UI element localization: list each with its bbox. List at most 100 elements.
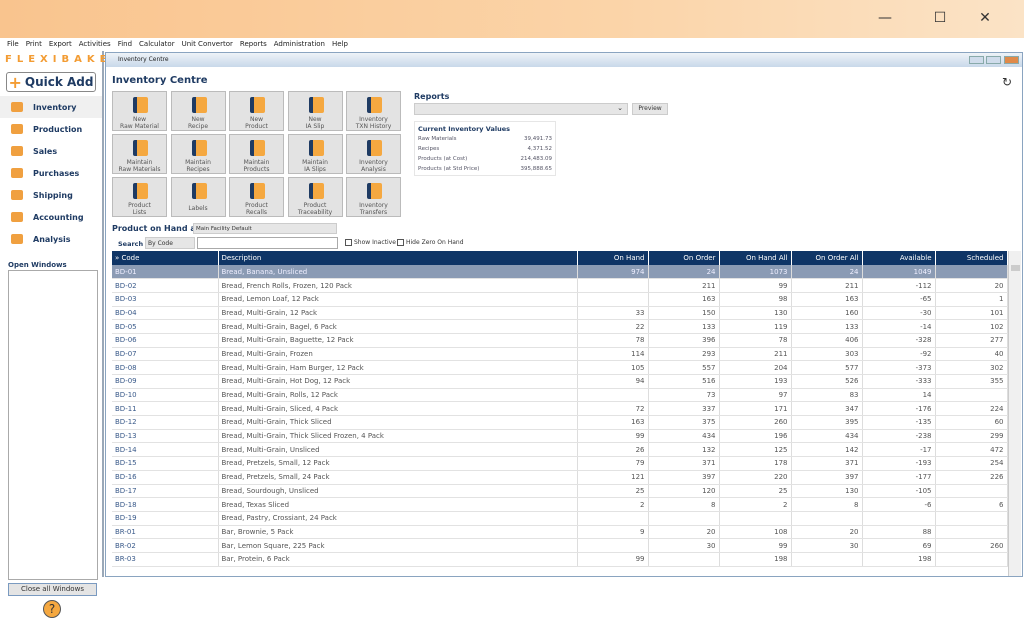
hide-zero-checkbox[interactable]: Hide Zero On Hand	[397, 239, 464, 246]
search-input[interactable]	[197, 237, 338, 249]
refresh-icon[interactable]: ↻	[1001, 75, 1012, 89]
sidebar-item-accounting[interactable]: Accounting	[0, 206, 102, 228]
cell-on-order-all: 142	[791, 442, 863, 458]
column-header[interactable]: On Order All	[791, 251, 863, 265]
tile-labels[interactable]: Labels	[170, 177, 226, 217]
window-restore-button[interactable]	[986, 56, 1001, 64]
tile-new-raw-material[interactable]: New Raw Material	[112, 91, 167, 131]
column-header[interactable]: Scheduled	[935, 251, 1008, 265]
table-row[interactable]: BD-05 Bread, Multi-Grain, Bagel, 6 Pack 22…	[112, 319, 1008, 334]
tile-label-1: Inventory	[359, 116, 388, 123]
table-row[interactable]: BD-13 Bread, Multi-Grain, Thick Sliced Fr…	[112, 429, 1008, 444]
table-row[interactable]: BD-15 Bread, Pretzels, Small, 12 Pack 79 37…	[112, 456, 1008, 471]
cell-on-order-all: 303	[791, 347, 863, 362]
menu-help[interactable]: Help	[332, 40, 348, 48]
table-row[interactable]: BD-19 Bread, Pastry, Crossiant, 24 Pack	[112, 511, 1008, 526]
cell-description: Bar, Lemon Square, 225 Pack	[218, 538, 578, 553]
show-inactive-checkbox[interactable]: Show Inactive	[345, 239, 396, 246]
cell-code: BD-05	[112, 319, 219, 334]
checkbox-box[interactable]	[345, 239, 352, 246]
menu-activities[interactable]: Activities	[78, 40, 111, 48]
cell-on-order: 371	[648, 456, 720, 471]
table-row[interactable]: BD-12 Bread, Multi-Grain, Thick Sliced 163…	[112, 415, 1008, 430]
sidebar-item-analysis[interactable]: Analysis	[0, 228, 102, 250]
tile-inventory-analysis[interactable]: Inventory Analysis	[346, 134, 401, 174]
table-row[interactable]: BD-16 Bread, Pretzels, Small, 24 Pack 121 3…	[112, 470, 1008, 485]
column-header[interactable]: On Order	[648, 251, 720, 265]
tile-product-recalls[interactable]: Product Recalls	[229, 177, 284, 217]
table-row[interactable]: BD-10 Bread, Multi-Grain, Rolls, 12 Pack 7…	[112, 388, 1008, 403]
window-close-button[interactable]	[1004, 56, 1019, 64]
sidebar-item-shipping[interactable]: Shipping	[0, 184, 102, 206]
checkbox-box[interactable]	[397, 239, 404, 246]
cell-on-hand: 121	[577, 470, 649, 485]
sidebar-item-inventory[interactable]: Inventory	[0, 96, 102, 118]
tile-inventory-transfers[interactable]: Inventory Transfers	[346, 177, 401, 217]
menu-file[interactable]: File	[7, 40, 19, 48]
minimize-button[interactable]: —	[878, 10, 892, 26]
cell-on-order-all: 30	[791, 538, 863, 553]
column-header[interactable]: » Code	[112, 251, 219, 265]
table-row[interactable]: BD-02 Bread, French Rolls, Frozen, 120 Pa…	[112, 278, 1008, 293]
column-header[interactable]: Description	[218, 251, 578, 265]
menu-find[interactable]: Find	[117, 40, 133, 48]
search-by-value: By Code	[148, 240, 173, 247]
table-row[interactable]: BD-07 Bread, Multi-Grain, Frozen 114 293 211…	[112, 347, 1008, 362]
table-row[interactable]: BD-08 Bread, Multi-Grain, Ham Burger, 12 …	[112, 360, 1008, 375]
tile-maintain-raw-materials[interactable]: Maintain Raw Materials	[112, 134, 167, 174]
menu-reports[interactable]: Reports	[239, 40, 267, 48]
reports-select[interactable]: ⌄	[414, 103, 628, 115]
open-windows-list[interactable]	[8, 270, 98, 580]
vertical-scrollbar[interactable]	[1008, 251, 1021, 576]
table-row[interactable]: BD-11 Bread, Multi-Grain, Sliced, 4 Pack 7…	[112, 401, 1008, 417]
menu-export[interactable]: Export	[48, 40, 72, 48]
close-button[interactable]: ✕	[979, 10, 991, 26]
quick-add-button[interactable]: + Quick Add	[6, 72, 96, 92]
column-header[interactable]: On Hand	[577, 251, 649, 265]
tile-label-2: Traceability	[297, 209, 333, 216]
search-by-select[interactable]: By Code	[145, 237, 195, 249]
menu-unit-convertor[interactable]: Unit Convertor	[181, 40, 233, 48]
menu-print[interactable]: Print	[25, 40, 42, 48]
cell-scheduled: 277	[935, 333, 1008, 348]
scroll-thumb[interactable]	[1011, 265, 1020, 271]
tile-new-recipe[interactable]: New Recipe	[170, 91, 226, 131]
column-header[interactable]: Available	[862, 251, 936, 265]
table-row[interactable]: BD-18 Bread, Texas Sliced 2 8 2 8 -6 6	[112, 497, 1008, 512]
sidebar-item-production[interactable]: Production	[0, 118, 102, 140]
tile-maintain-recipes[interactable]: Maintain Recipes	[170, 134, 226, 174]
table-row[interactable]: BD-14 Bread, Multi-Grain, Unsliced 26 132 12…	[112, 442, 1008, 458]
table-row[interactable]: BR-03 Bar, Protein, 6 Pack 99 198 198	[112, 552, 1008, 567]
tile-maintain-ia-slips[interactable]: Maintain IA Slips	[287, 134, 343, 174]
tile-icon	[133, 183, 148, 199]
table-row[interactable]: BD-04 Bread, Multi-Grain, 12 Pack 33 150 130…	[112, 306, 1008, 321]
table-row[interactable]: BD-03 Bread, Lemon Loaf, 12 Pack 163 98 163-…	[112, 292, 1008, 307]
preview-button[interactable]: Preview	[632, 103, 668, 115]
table-row[interactable]: BD-09 Bread, Multi-Grain, Hot Dog, 12 Pac…	[112, 374, 1008, 389]
close-all-windows-button[interactable]: Close all Windows	[8, 583, 97, 596]
tile-new-product[interactable]: New Product	[229, 91, 284, 131]
inventory-value-row: Raw Materials 39,491.73	[418, 134, 552, 144]
table-row[interactable]: BD-06 Bread, Multi-Grain, Baguette, 12 Pa…	[112, 333, 1008, 348]
help-icon[interactable]: ?	[43, 600, 61, 618]
table-row[interactable]: BD-17 Bread, Sourdough, Unsliced 25 120 25 13…	[112, 484, 1008, 499]
sidebar-item-sales[interactable]: Sales	[0, 140, 102, 162]
maximize-button[interactable]: ☐	[933, 10, 947, 26]
menu-calculator[interactable]: Calculator	[139, 40, 175, 48]
tile-new-ia-slip[interactable]: New IA Slip	[287, 91, 343, 131]
table-row[interactable]: BD-01 Bread, Banana, Unsliced 974 24 1073 24 1…	[112, 265, 1008, 280]
table-row[interactable]: BR-02 Bar, Lemon Square, 225 Pack 30 99 30 69…	[112, 538, 1008, 553]
column-header[interactable]: On Hand All	[719, 251, 792, 265]
sidebar-item-purchases[interactable]: Purchases	[0, 162, 102, 184]
facility-select[interactable]: Main Facility Default	[193, 223, 337, 234]
tile-product-lists[interactable]: Product Lists	[112, 177, 167, 217]
table-row[interactable]: BR-01 Bar, Brownie, 5 Pack 9 20 108 20 88	[112, 525, 1008, 540]
window-minimize-button[interactable]	[969, 56, 984, 64]
menu-administration[interactable]: Administration	[273, 40, 325, 48]
tile-product-traceability[interactable]: Product Traceability	[287, 177, 343, 217]
cell-on-order: 211	[648, 278, 720, 293]
tile-maintain-products[interactable]: Maintain Products	[229, 134, 284, 174]
tile-inventory-txn-history[interactable]: Inventory TXN History	[346, 91, 401, 131]
cell-on-hand: 79	[577, 456, 649, 471]
cell-on-hand: 33	[577, 306, 649, 321]
